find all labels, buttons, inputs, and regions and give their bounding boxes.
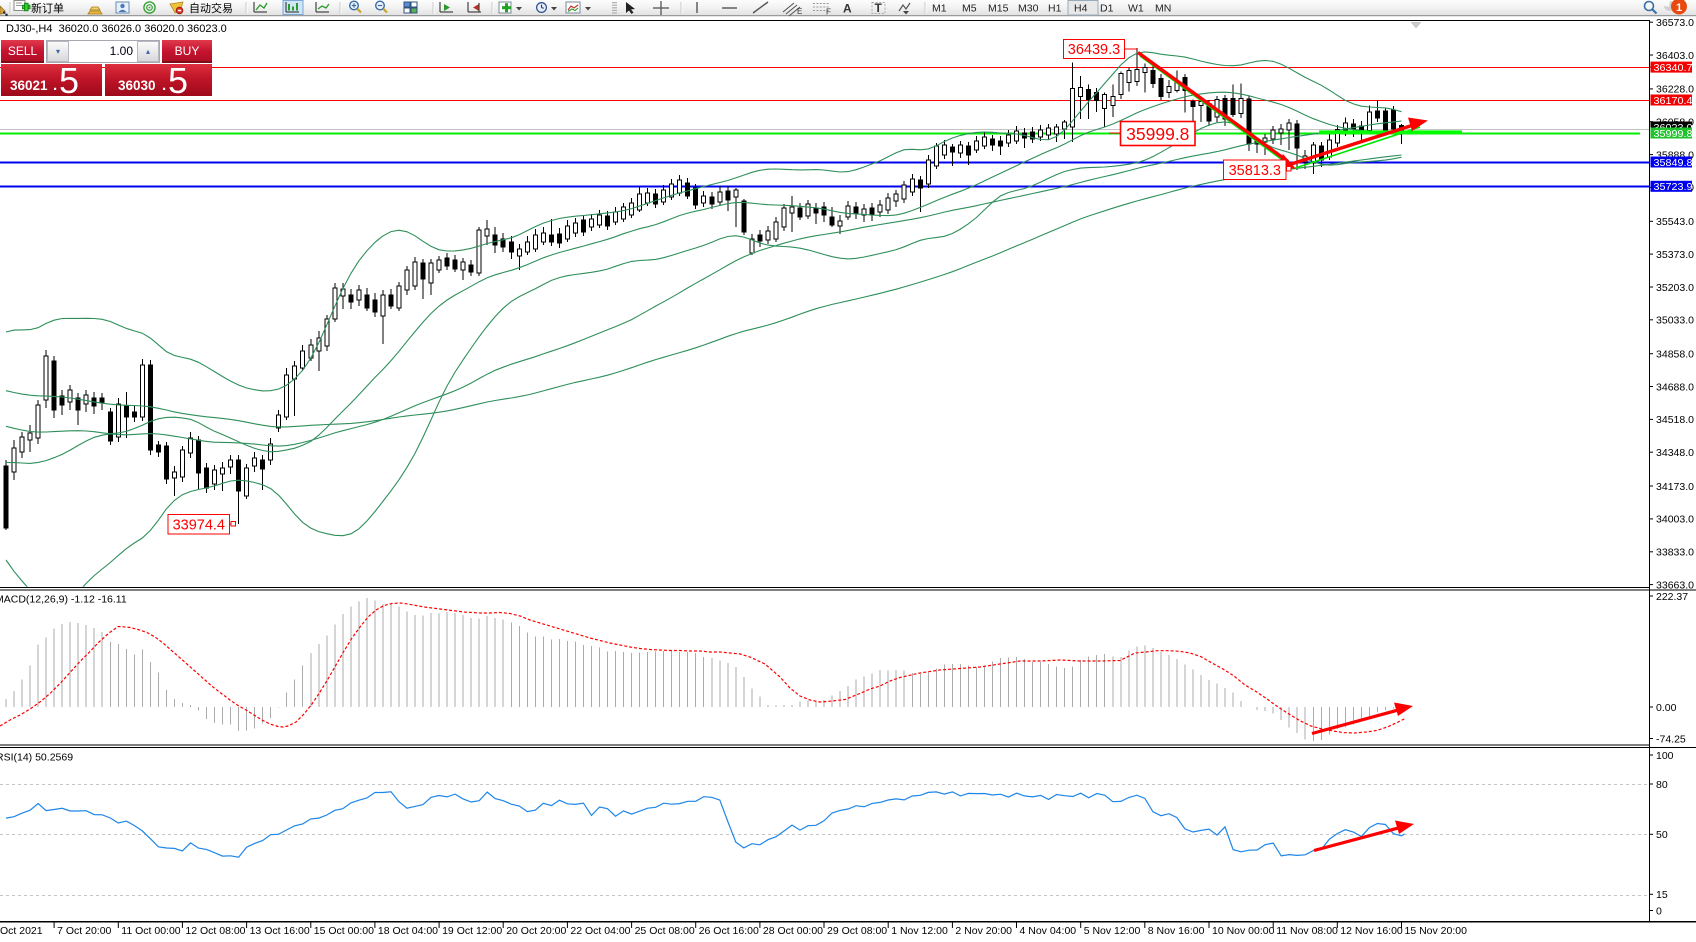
svg-text:-74.25: -74.25 xyxy=(1656,733,1686,745)
svg-text:35813.3: 35813.3 xyxy=(1229,163,1281,179)
svg-text:A: A xyxy=(843,2,852,16)
svg-text:M5: M5 xyxy=(962,3,977,15)
svg-text:34003.0: 34003.0 xyxy=(1656,514,1694,526)
svg-text:M1: M1 xyxy=(932,3,947,15)
svg-text:MACD(12,26,9) -1.12 -16.11: MACD(12,26,9) -1.12 -16.11 xyxy=(0,594,127,606)
svg-text:35849.8: 35849.8 xyxy=(1654,157,1693,169)
svg-text:12 Nov 16:00: 12 Nov 16:00 xyxy=(1340,925,1403,937)
svg-text:35999.8: 35999.8 xyxy=(1126,124,1189,144)
svg-text:自动交易: 自动交易 xyxy=(189,1,233,15)
svg-text:34858.0: 34858.0 xyxy=(1656,349,1694,361)
svg-text:35543.0: 35543.0 xyxy=(1656,216,1694,228)
svg-text:35999.8: 35999.8 xyxy=(1654,128,1693,140)
svg-text:E: E xyxy=(797,7,802,16)
svg-text:5 Nov 12:00: 5 Nov 12:00 xyxy=(1084,925,1141,937)
svg-text:29 Oct 08:00: 29 Oct 08:00 xyxy=(827,925,887,937)
svg-text:22 Oct 04:00: 22 Oct 04:00 xyxy=(570,925,630,937)
svg-text:11 Nov 08:00: 11 Nov 08:00 xyxy=(1276,925,1338,937)
svg-text:80: 80 xyxy=(1656,779,1668,791)
svg-text:8 Nov 16:00: 8 Nov 16:00 xyxy=(1148,925,1205,937)
svg-text:34173.0: 34173.0 xyxy=(1656,481,1694,493)
svg-text:36573.0: 36573.0 xyxy=(1656,17,1694,29)
svg-text:33974.4: 33974.4 xyxy=(173,518,225,534)
svg-text:13 Oct 16:00: 13 Oct 16:00 xyxy=(250,925,310,937)
svg-text:11 Oct 00:00: 11 Oct 00:00 xyxy=(121,925,181,937)
svg-text:W1: W1 xyxy=(1128,3,1144,15)
svg-text:36403.0: 36403.0 xyxy=(1656,50,1694,62)
svg-text:26 Oct 16:00: 26 Oct 16:00 xyxy=(699,925,759,937)
svg-text:50: 50 xyxy=(1656,829,1668,841)
svg-text:H1: H1 xyxy=(1048,3,1062,15)
svg-text:36340.7: 36340.7 xyxy=(1654,62,1693,74)
svg-text:DJ30-,H4 36020.0 36026.0 3602: DJ30-,H4 36020.0 36026.0 36020.0 36023.0 xyxy=(6,23,227,35)
svg-text:D1: D1 xyxy=(1100,3,1114,15)
svg-text:35033.0: 35033.0 xyxy=(1656,315,1694,327)
svg-text:新订单: 新订单 xyxy=(31,1,64,15)
svg-text:1 Nov 12:00: 1 Nov 12:00 xyxy=(891,925,948,937)
svg-text:222.37: 222.37 xyxy=(1656,591,1688,603)
svg-text:MN: MN xyxy=(1155,3,1171,15)
svg-text:36228.0: 36228.0 xyxy=(1656,84,1694,96)
svg-text:15 Nov 20:00: 15 Nov 20:00 xyxy=(1405,925,1468,937)
svg-text:RSI(14) 50.2569: RSI(14) 50.2569 xyxy=(0,752,73,764)
svg-text:33663.0: 33663.0 xyxy=(1656,579,1694,591)
svg-text:0.00: 0.00 xyxy=(1656,702,1677,714)
svg-text:35373.0: 35373.0 xyxy=(1656,249,1694,261)
svg-text:2 Nov 20:00: 2 Nov 20:00 xyxy=(955,925,1012,937)
svg-text:7 Oct 20:00: 7 Oct 20:00 xyxy=(57,925,111,937)
svg-text:15: 15 xyxy=(1656,889,1668,901)
svg-text:F: F xyxy=(826,8,831,17)
svg-text:Oct 2021: Oct 2021 xyxy=(0,925,43,937)
svg-text:35723.9: 35723.9 xyxy=(1654,181,1693,193)
svg-text:34518.0: 34518.0 xyxy=(1656,414,1694,426)
svg-text:18 Oct 04:00: 18 Oct 04:00 xyxy=(378,925,438,937)
svg-text:1: 1 xyxy=(1676,2,1682,14)
svg-text:15 Oct 00:00: 15 Oct 00:00 xyxy=(314,925,374,937)
svg-text:35203.0: 35203.0 xyxy=(1656,282,1694,294)
svg-text:12 Oct 08:00: 12 Oct 08:00 xyxy=(185,925,245,937)
svg-text:36170.4: 36170.4 xyxy=(1654,95,1693,107)
svg-text:T: T xyxy=(875,1,883,15)
svg-text:20 Oct 20:00: 20 Oct 20:00 xyxy=(506,925,566,937)
svg-text:0: 0 xyxy=(1656,905,1662,917)
svg-text:M15: M15 xyxy=(988,3,1009,15)
svg-text:36439.3: 36439.3 xyxy=(1068,42,1120,58)
svg-text:33833.0: 33833.0 xyxy=(1656,547,1694,559)
svg-text:10 Nov 00:00: 10 Nov 00:00 xyxy=(1212,925,1275,937)
svg-text:34688.0: 34688.0 xyxy=(1656,381,1694,393)
svg-text:19 Oct 12:00: 19 Oct 12:00 xyxy=(442,925,502,937)
svg-text:4 Nov 04:00: 4 Nov 04:00 xyxy=(1020,925,1077,937)
svg-text:25 Oct 08:00: 25 Oct 08:00 xyxy=(635,925,695,937)
svg-text:M30: M30 xyxy=(1018,3,1039,15)
svg-text:28 Oct 00:00: 28 Oct 00:00 xyxy=(763,925,823,937)
svg-text:100: 100 xyxy=(1656,750,1674,762)
svg-text:H4: H4 xyxy=(1074,3,1088,15)
svg-text:34348.0: 34348.0 xyxy=(1656,447,1694,459)
